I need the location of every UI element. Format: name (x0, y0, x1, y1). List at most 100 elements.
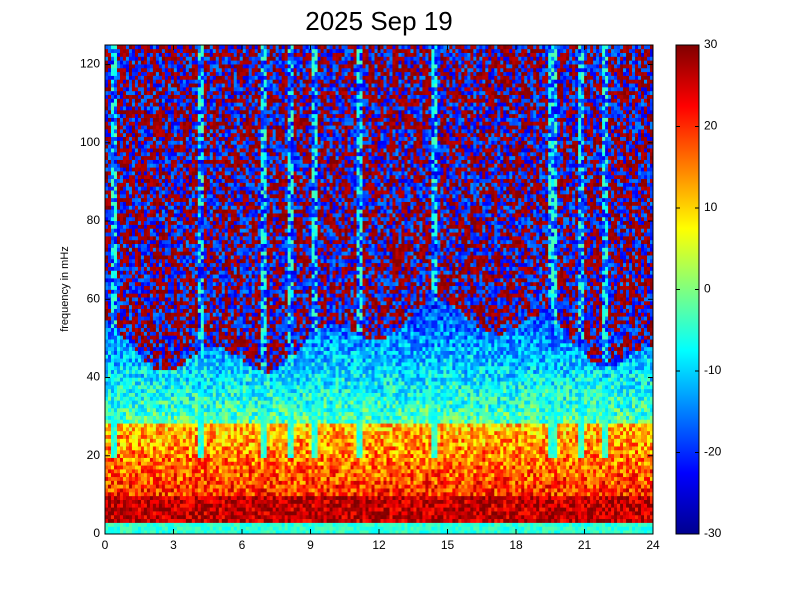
heatmap-cell (113, 186, 118, 191)
heatmap-cell (215, 258, 220, 264)
heatmap-cell (146, 190, 151, 195)
heatmap-cell (164, 503, 169, 508)
heatmap-cell (182, 453, 187, 458)
heatmap-cell (194, 174, 199, 180)
heatmap-cell (161, 197, 166, 202)
heatmap-cell (170, 392, 175, 397)
heatmap-cell (164, 491, 169, 497)
heatmap-cell (212, 381, 217, 386)
heatmap-cell (188, 239, 193, 245)
heatmap-cell (218, 224, 223, 229)
heatmap-cell (179, 132, 184, 138)
heatmap-cell (182, 331, 187, 336)
heatmap-cell (134, 140, 139, 145)
heatmap-cell (134, 113, 139, 118)
heatmap-cell (107, 381, 112, 386)
heatmap-cell (116, 216, 121, 222)
heatmap-cell (188, 155, 193, 160)
heatmap-cell (149, 365, 154, 371)
heatmap-cell (116, 197, 121, 202)
heatmap-cell (218, 335, 223, 340)
heatmap-cell (158, 495, 163, 500)
heatmap-cell (173, 148, 178, 153)
heatmap-cell (173, 274, 178, 279)
heatmap-cell (125, 224, 130, 229)
heatmap-cell (197, 178, 202, 183)
heatmap-cell (218, 522, 223, 527)
heatmap-cell (191, 369, 196, 374)
heatmap-cell (188, 243, 193, 248)
heatmap-cell (167, 491, 172, 497)
heatmap-cell (107, 385, 112, 390)
heatmap-cell (134, 304, 139, 309)
heatmap-cell (161, 136, 166, 141)
heatmap-cell (131, 411, 136, 416)
heatmap-cell (206, 484, 211, 489)
heatmap-cell (143, 354, 148, 359)
heatmap-cell (146, 381, 151, 386)
heatmap-cell (161, 174, 166, 180)
heatmap-cell (143, 220, 148, 225)
heatmap-cell (170, 316, 175, 321)
heatmap-cell (170, 419, 175, 424)
heatmap-cell (116, 64, 121, 69)
heatmap-cell (176, 300, 181, 306)
heatmap-cell (152, 342, 157, 348)
heatmap-cell (212, 106, 217, 111)
heatmap-cell (164, 369, 169, 374)
heatmap-cell (209, 190, 214, 195)
heatmap-cell (125, 365, 130, 371)
heatmap-cell (105, 293, 109, 298)
heatmap-cell (212, 251, 217, 256)
heatmap-cell (200, 300, 205, 306)
heatmap-cell (215, 87, 220, 92)
heatmap-cell (203, 151, 208, 157)
heatmap-cell (110, 159, 115, 164)
heatmap-cell (194, 369, 199, 374)
heatmap-cell (107, 472, 112, 478)
heatmap-cell (191, 404, 196, 409)
heatmap-cell (119, 129, 124, 134)
heatmap-cell (122, 255, 127, 260)
heatmap-cell (164, 297, 169, 302)
heatmap-cell (182, 511, 187, 516)
heatmap-cell (143, 511, 148, 516)
heatmap-cell (203, 167, 208, 172)
heatmap-cell (206, 87, 211, 92)
heatmap-cell (152, 171, 157, 176)
heatmap-cell (134, 178, 139, 183)
heatmap-cell (122, 278, 127, 283)
heatmap-cell (194, 236, 199, 241)
heatmap-cell (110, 530, 115, 535)
heatmap-cell (161, 331, 166, 336)
heatmap-cell (155, 136, 160, 141)
heatmap-cell (179, 354, 184, 359)
heatmap-cell (218, 503, 223, 508)
heatmap-cell (161, 178, 166, 183)
heatmap-cell (179, 109, 184, 115)
heatmap-cell (158, 369, 163, 374)
heatmap-cell (176, 87, 181, 92)
heatmap-cell (185, 278, 190, 283)
heatmap-cell (105, 281, 109, 287)
heatmap-cell (164, 155, 169, 160)
heatmap-cell (188, 442, 193, 447)
heatmap-cell (140, 197, 145, 202)
heatmap-cell (197, 90, 202, 96)
heatmap-cell (116, 60, 121, 65)
heatmap-cell (122, 304, 127, 309)
heatmap-cell (131, 461, 136, 466)
heatmap-cell (155, 174, 160, 180)
heatmap-cell (173, 87, 178, 92)
heatmap-cell (161, 377, 166, 382)
heatmap-cell (105, 197, 109, 202)
heatmap-cell (203, 423, 208, 428)
heatmap-cell (176, 407, 181, 413)
heatmap-cell (176, 369, 181, 374)
heatmap-cell (143, 472, 148, 478)
heatmap-cell (200, 476, 205, 481)
heatmap-cell (185, 75, 190, 80)
heatmap-cell (197, 174, 202, 180)
heatmap-cell (191, 392, 196, 397)
heatmap-cell (200, 201, 205, 206)
